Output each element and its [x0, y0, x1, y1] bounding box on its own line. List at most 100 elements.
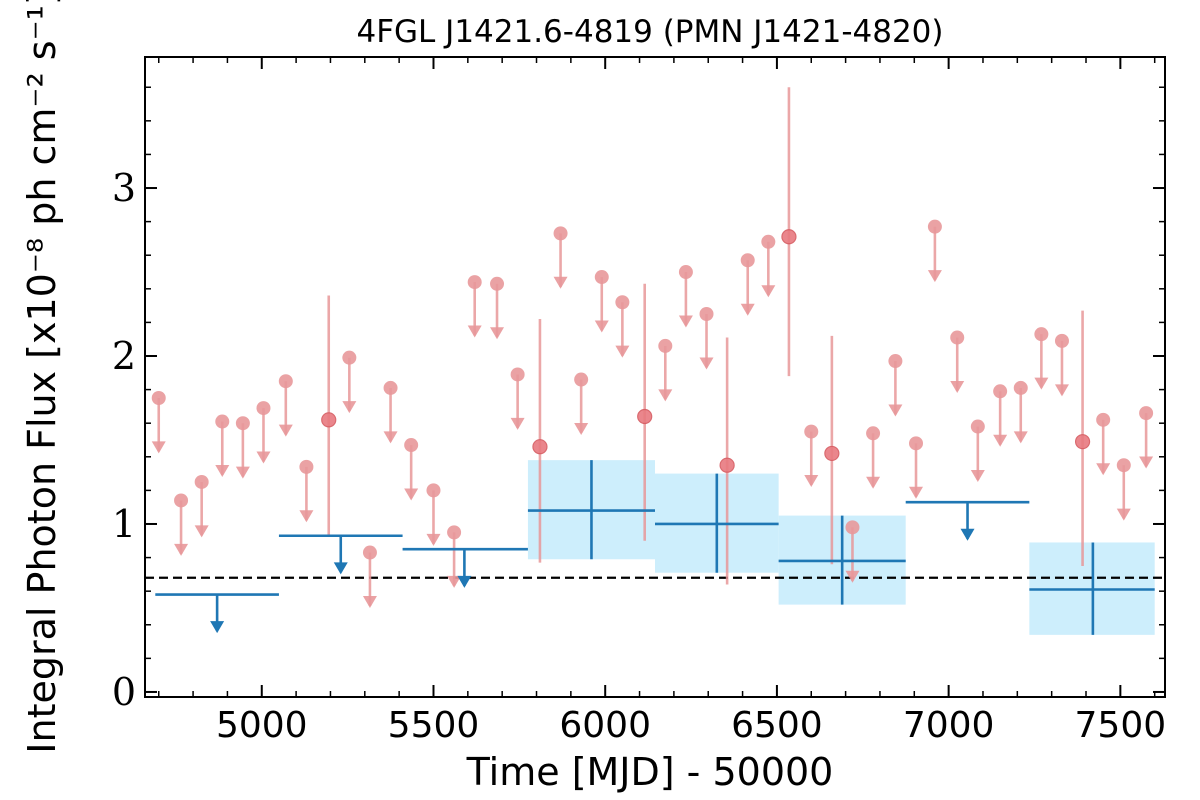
short-bin-limit-arrow: [299, 510, 314, 523]
short-bin-limit-arrow: [740, 303, 755, 316]
short-bin-limit-arrow: [235, 466, 250, 479]
short-bin-limit-point: [909, 436, 924, 451]
short-bin-limit-point: [1096, 412, 1111, 427]
long-bin-limit-arrow: [210, 621, 225, 634]
short-bin-limit-arrow: [615, 345, 630, 358]
short-bin-limit-arrow: [699, 357, 714, 370]
x-tick-labels: 5000 5500 6000 6500 7000 7500: [216, 705, 1166, 746]
short-bin-limit-arrow: [658, 389, 673, 402]
short-bin-limit-point: [845, 520, 860, 535]
short-bin-limit-arrow: [804, 475, 819, 488]
short-bin-limit-point: [490, 276, 505, 291]
short-bin-limit-point: [1013, 380, 1028, 395]
short-bin-limit-point: [740, 253, 755, 268]
long-bin-limit-arrow: [960, 528, 975, 541]
short-bin-limit-point: [1139, 406, 1154, 421]
short-bin-limit-point: [888, 354, 903, 369]
short-bin-limit-point: [342, 350, 357, 365]
short-bin-limit-arrow: [426, 533, 441, 546]
short-bin-limit-arrow: [1116, 508, 1131, 521]
short-bin-limit-arrow: [1139, 456, 1154, 469]
short-bin-limit-arrow: [594, 320, 609, 333]
short-bin-detection-point: [637, 408, 653, 425]
plot-frame: [144, 56, 1166, 698]
short-bin-detection-point: [781, 229, 797, 245]
short-bin-limit-point: [594, 270, 609, 285]
short-bin-limit-point: [426, 483, 441, 498]
short-bin-limit-point: [383, 380, 398, 395]
short-bin-limit-point: [615, 295, 630, 310]
short-bin-limit-arrow: [194, 525, 209, 538]
short-bin-limit-arrow: [404, 488, 419, 501]
short-bin-limit-arrow: [1034, 377, 1049, 390]
short-bin-limit-arrow: [215, 464, 230, 477]
short-bin-limit-arrow: [490, 327, 505, 340]
short-bin-limit-point: [235, 416, 250, 431]
short-bin-limit-arrow: [970, 469, 985, 482]
short-bin-limit-arrow: [174, 543, 189, 556]
short-bin-limit-arrow: [993, 434, 1008, 447]
short-bin-limit-point: [194, 474, 209, 489]
short-bin-limit-point: [866, 426, 881, 441]
short-bin-limit-point: [950, 330, 965, 345]
short-bin-limit-arrow: [866, 476, 881, 489]
short-bin-limit-arrow: [362, 595, 377, 608]
short-bin-limit-arrow: [151, 441, 166, 454]
short-bin-limit-point: [510, 367, 525, 382]
short-bin-limit-point: [278, 374, 293, 389]
short-bin-limit-arrow: [383, 431, 398, 444]
short-bin-limit-point: [151, 390, 166, 405]
short-bin-limit-point: [970, 419, 985, 434]
short-bin-limit-point: [256, 401, 271, 416]
x-tick-label: 6500: [731, 705, 823, 746]
short-bin-limit-point: [804, 424, 819, 439]
short-bin-series: [151, 87, 1154, 608]
short-bin-limit-arrow: [845, 570, 860, 583]
short-bin-detection-point: [321, 412, 337, 428]
y-tick-label: 0: [112, 670, 136, 714]
x-tick-label: 7000: [903, 705, 995, 746]
short-bin-detection-point: [532, 439, 548, 455]
short-bin-limit-point: [467, 275, 482, 290]
short-bin-limit-point: [678, 265, 693, 280]
y-tick-label: 2: [112, 334, 136, 378]
chart-title: 4FGL J1421.6-4819 (PMN J1421-4820): [356, 14, 943, 50]
short-bin-limit-arrow: [909, 486, 924, 499]
short-bin-limit-point: [761, 234, 776, 249]
short-bin-limit-arrow: [1054, 384, 1069, 397]
y-tick-label: 1: [112, 502, 136, 546]
x-tick-label: 6000: [559, 705, 651, 746]
short-bin-limit-point: [362, 545, 377, 560]
short-bin-limit-arrow: [888, 404, 903, 417]
short-bin-limit-arrow: [510, 417, 525, 430]
short-bin-limit-arrow: [678, 315, 693, 328]
short-bin-limit-point: [1034, 327, 1049, 342]
x-tick-label: 7500: [1075, 705, 1167, 746]
short-bin-limit-point: [658, 338, 673, 353]
short-bin-limit-point: [1054, 333, 1069, 348]
short-bin-limit-arrow: [1013, 431, 1028, 444]
short-bin-limit-arrow: [927, 270, 942, 283]
short-bin-limit-arrow: [278, 424, 293, 437]
short-bin-limit-point: [299, 459, 314, 474]
short-bin-detection-point: [1074, 434, 1091, 450]
short-bin-limit-point: [215, 414, 230, 429]
short-bin-limit-point: [404, 438, 419, 453]
short-bin-limit-arrow: [761, 285, 776, 298]
short-bin-limit-point: [447, 525, 462, 540]
x-tick-label: 5000: [216, 705, 308, 746]
long-bin-limit-arrow: [333, 562, 348, 575]
short-bin-limit-arrow: [342, 401, 357, 414]
short-bin-limit-arrow: [553, 276, 568, 289]
x-axis-label: Time [MJD] - 50000: [466, 750, 834, 794]
y-tick-labels: 0 1 2 3: [112, 166, 136, 714]
x-tick-label: 5500: [388, 705, 480, 746]
short-bin-limit-point: [699, 307, 714, 322]
long-bin-series: [155, 460, 1155, 635]
short-bin-limit-point: [574, 372, 589, 387]
short-bin-limit-arrow: [447, 575, 462, 588]
short-bin-detection-point: [824, 445, 840, 462]
short-bin-limit-point: [927, 219, 942, 234]
short-bin-limit-point: [553, 226, 568, 241]
